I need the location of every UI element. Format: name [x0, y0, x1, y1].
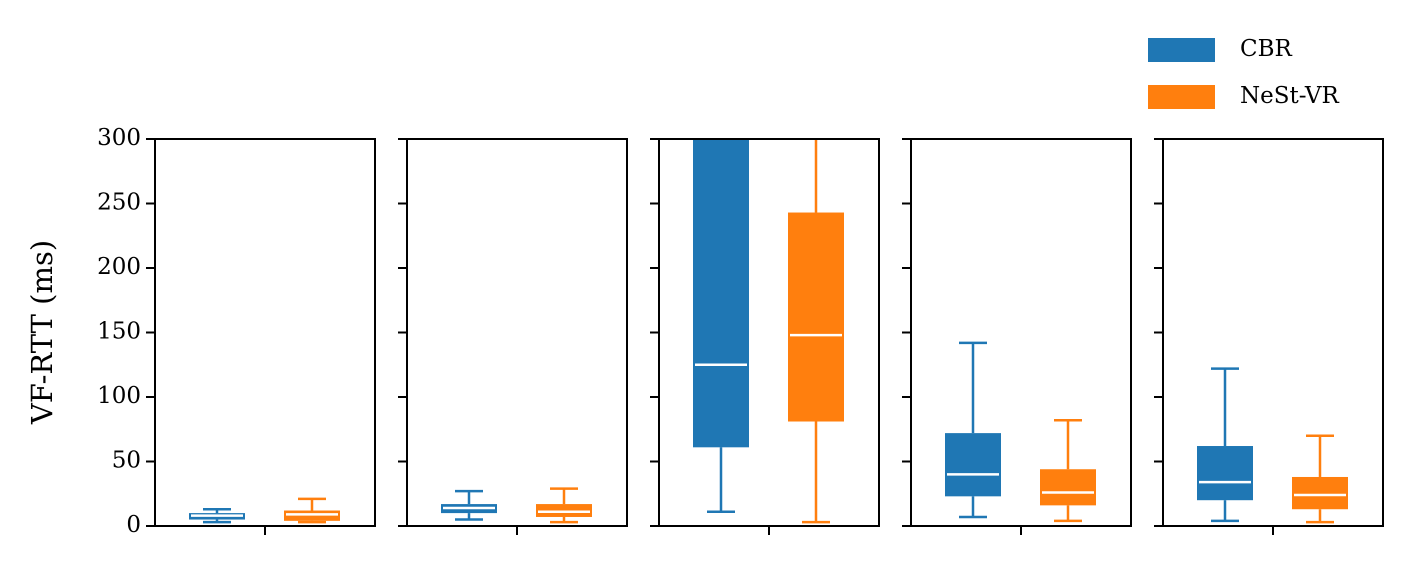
legend-label: NeSt-VR [1240, 83, 1339, 109]
box [1292, 476, 1348, 510]
panel [945, 341, 1096, 523]
box [1040, 469, 1096, 506]
panel [441, 487, 592, 524]
legend-swatch [1148, 85, 1215, 109]
box [536, 504, 592, 517]
legend-swatch [1148, 38, 1215, 62]
panel [1197, 367, 1348, 524]
legend-label: CBR [1240, 36, 1293, 62]
y-tick-label: 50 [112, 448, 141, 474]
box [1197, 446, 1253, 501]
box [284, 510, 340, 521]
y-tick-label: 100 [97, 383, 141, 409]
panel [189, 497, 340, 524]
box [693, 139, 749, 448]
y-tick-label: 0 [126, 512, 141, 538]
panel-frame [910, 138, 1132, 527]
panel-frame [406, 138, 628, 527]
box [945, 433, 1001, 497]
panel-frame [154, 138, 376, 527]
panel-frame [658, 138, 880, 527]
y-tick-label: 250 [97, 190, 141, 216]
y-tick-label: 300 [97, 125, 141, 151]
panel [693, 139, 844, 524]
panel-frame [1162, 138, 1384, 527]
y-tick-label: 200 [97, 254, 141, 280]
box [788, 212, 844, 422]
y-axis-label: VF-RTT (ms) [25, 240, 59, 425]
y-tick-label: 150 [97, 319, 141, 345]
